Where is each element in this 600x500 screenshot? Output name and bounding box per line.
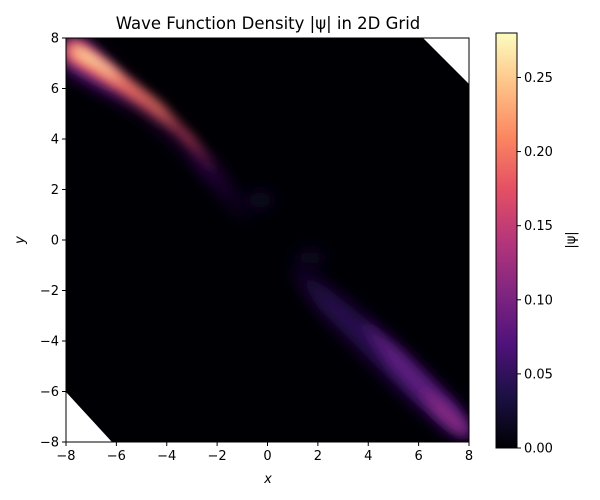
- y-tick-label: 4: [51, 133, 59, 148]
- x-tick-label: −6: [107, 449, 126, 464]
- x-tick-label: −8: [56, 449, 75, 464]
- colorbar-tick-label: 0.05: [524, 367, 553, 382]
- colorbar-gradient: [495, 32, 518, 449]
- chart-title: Wave Function Density |ψ| in 2D Grid: [116, 14, 421, 33]
- x-tick-label: 4: [364, 449, 372, 464]
- colorbar-tick-label: 0.00: [524, 442, 553, 457]
- colorbar-tick-label: 0.20: [524, 145, 553, 160]
- undefined-region-bottom-left: [66, 392, 112, 442]
- y-tick-label: −4: [40, 335, 59, 350]
- colorbar-label: |ψ|: [564, 231, 579, 248]
- colorbar-tick-label: 0.10: [524, 293, 553, 308]
- y-tick-label: −8: [40, 436, 59, 451]
- x-tick-label: 0: [263, 449, 271, 464]
- y-tick-label: −2: [40, 284, 59, 299]
- x-axis-label: x: [263, 472, 272, 487]
- y-axis: −8 −6 −4 −2 0 2 4 6 8: [40, 32, 66, 451]
- x-axis: −8 −6 −4 −2 0 2 4 6 8: [56, 442, 473, 464]
- y-tick-label: 2: [51, 183, 59, 198]
- y-axis-label: y: [13, 236, 28, 245]
- x-tick-label: 2: [314, 449, 322, 464]
- colorbar: 0.00 0.05 0.10 0.15 0.20 0.25 |ψ|: [495, 32, 579, 457]
- x-tick-label: 6: [414, 449, 422, 464]
- y-tick-label: 6: [51, 82, 59, 97]
- x-tick-label: −2: [208, 449, 227, 464]
- undefined-region-top-right: [423, 38, 469, 84]
- density-blob-center: [246, 191, 326, 266]
- colorbar-tick-label: 0.25: [524, 71, 553, 86]
- y-tick-label: 0: [51, 234, 59, 249]
- y-tick-label: −6: [40, 385, 59, 400]
- colorbar-ticks: 0.00 0.05 0.10 0.15 0.20 0.25: [517, 71, 553, 457]
- heatmap-area: [66, 38, 469, 442]
- colorbar-tick-label: 0.15: [524, 219, 553, 234]
- x-tick-label: −4: [157, 449, 176, 464]
- y-tick-label: 8: [51, 32, 59, 47]
- x-tick-label: 8: [465, 449, 473, 464]
